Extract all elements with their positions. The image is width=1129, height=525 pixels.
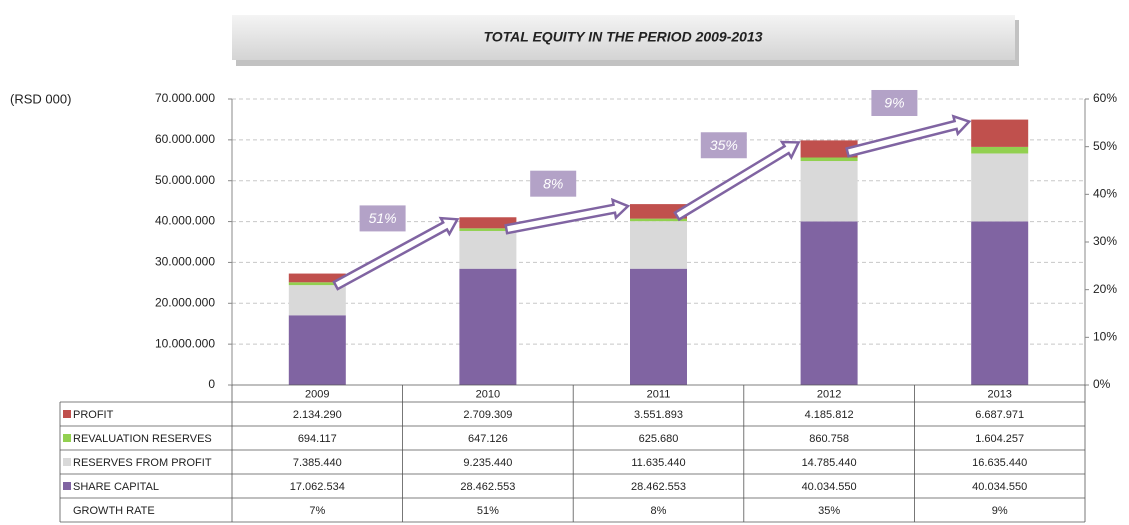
legend-swatch (63, 458, 71, 466)
bar-segment (630, 204, 687, 219)
y-tick-label: 20.000.000 (155, 295, 215, 309)
table-cell: 3.551.893 (634, 409, 683, 421)
growth-label-box (359, 205, 406, 232)
y2-tick-label: 50% (1093, 139, 1117, 153)
y2-tick-label: 40% (1093, 187, 1117, 201)
title-box (232, 15, 1015, 60)
bar-segment (288, 285, 346, 316)
row-label: GROWTH RATE (73, 505, 155, 517)
table-cell: 2.134.290 (293, 409, 342, 421)
y-tick-label: 30.000.000 (155, 255, 215, 269)
bar-segment (288, 282, 346, 286)
x-tick-label: 2010 (476, 388, 500, 400)
bar-segment (971, 153, 1029, 222)
bar-segment (459, 217, 517, 229)
bar-segment (971, 146, 1029, 154)
y-tick-label: 50.000.000 (155, 173, 215, 187)
bar-segment (971, 119, 1029, 147)
growth-label-box (530, 170, 577, 197)
growth-label: 9% (884, 95, 904, 111)
bar-segment (630, 268, 687, 385)
y-tick-label: 60.000.000 (155, 132, 215, 146)
growth-arrow (845, 114, 972, 158)
x-tick-label: 2012 (817, 388, 841, 400)
bar-segment (630, 221, 687, 269)
legend-swatch (63, 482, 71, 490)
table-cell: 35% (818, 505, 840, 517)
table-cell: 1.604.257 (975, 433, 1024, 445)
growth-arrow (673, 140, 801, 222)
y2-tick-label: 10% (1093, 330, 1117, 344)
legend-swatch (63, 410, 71, 418)
growth-label: 51% (369, 210, 397, 226)
table-cell: 6.687.971 (975, 409, 1024, 421)
table-cell: 40.034.550 (972, 481, 1027, 493)
table-cell: 28.462.553 (460, 481, 515, 493)
growth-arrow (332, 216, 460, 291)
table-cell: 860.758 (809, 433, 849, 445)
y2-tick-label: 0% (1093, 377, 1111, 391)
table-cell: 17.062.534 (290, 481, 345, 493)
y2-tick-label: 20% (1093, 282, 1117, 296)
legend-label: SHARE CAPITAL (73, 481, 159, 493)
y-tick-label: 40.000.000 (155, 214, 215, 228)
growth-label: 35% (710, 137, 738, 153)
bar-segment (288, 273, 346, 283)
bar-segment (971, 221, 1029, 385)
table-cell: 7.385.440 (293, 457, 342, 469)
chart-title: TOTAL EQUITY IN THE PERIOD 2009-2013 (483, 29, 762, 45)
table-cell: 9% (992, 505, 1008, 517)
table-cell: 11.635.440 (631, 457, 685, 469)
legend-label: PROFIT (73, 409, 114, 421)
growth-label-box (871, 89, 918, 116)
bar-segment (800, 161, 858, 222)
table-cell: 16.635.440 (972, 457, 1027, 469)
y2-tick-label: 30% (1093, 234, 1117, 248)
bar-segment (459, 268, 517, 385)
legend-label: RESERVES FROM PROFIT (73, 457, 212, 469)
table-cell: 14.785.440 (802, 457, 857, 469)
bar-segment (630, 218, 687, 222)
table-cell: 2.709.309 (463, 409, 512, 421)
table-cell: 40.034.550 (802, 481, 857, 493)
table-cell: 7% (309, 505, 325, 517)
y-tick-label: 70.000.000 (155, 91, 215, 105)
table-cell: 625.680 (639, 433, 679, 445)
bar-segment (459, 228, 517, 231)
legend-swatch (63, 434, 71, 442)
growth-arrow (504, 197, 631, 235)
bar-segment (800, 221, 858, 385)
y2-tick-label: 60% (1093, 91, 1117, 105)
y-tick-label: 0 (208, 377, 215, 391)
bar-segment (800, 157, 858, 162)
table-cell: 647.126 (468, 433, 508, 445)
table-cell: 9.235.440 (463, 457, 512, 469)
x-tick-label: 2009 (305, 388, 329, 400)
y-tick-label: 10.000.000 (155, 336, 215, 350)
table-cell: 8% (651, 505, 667, 517)
x-tick-label: 2011 (647, 388, 671, 400)
table-cell: 51% (477, 505, 499, 517)
legend-label: REVALUATION RESERVES (73, 433, 212, 445)
growth-label-box (700, 132, 747, 159)
table-cell: 694.117 (298, 433, 337, 445)
bar-segment (288, 315, 346, 385)
growth-label: 8% (543, 175, 563, 191)
table-cell: 28.462.553 (631, 481, 686, 493)
table-cell: 4.185.812 (805, 409, 854, 421)
y-axis-label: (RSD 000) (10, 91, 71, 106)
x-tick-label: 2013 (987, 388, 1011, 400)
bar-segment (459, 230, 517, 269)
bar-segment (800, 140, 858, 158)
